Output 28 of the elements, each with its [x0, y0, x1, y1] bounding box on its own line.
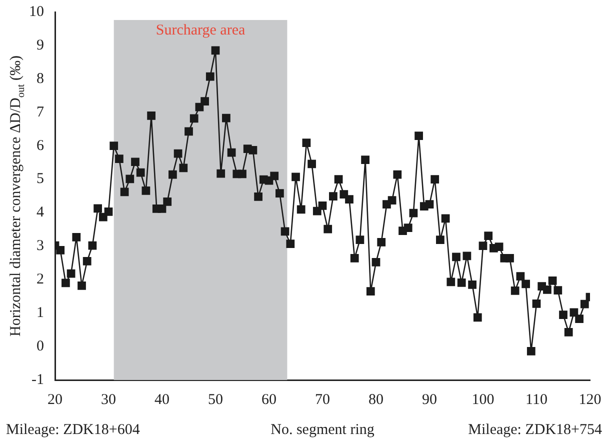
x-tick-label: 110: [526, 392, 548, 408]
band-label: Surcharge area: [156, 22, 246, 38]
x-tick-label: 30: [101, 392, 116, 408]
y-tick-label: -1: [32, 372, 44, 388]
x-tick-label: 50: [208, 392, 223, 408]
x-axis-title: No. segment ring: [270, 422, 375, 438]
y-tick-label: 1: [36, 305, 44, 322]
y-tick-label: 8: [36, 70, 44, 87]
x-tick-label: 90: [422, 392, 437, 408]
x-tick-label: 40: [154, 392, 170, 408]
y-tick-label: 5: [36, 171, 44, 188]
x-tick-label: 100: [472, 392, 494, 408]
text: Mileage: ZDK18+754: [468, 422, 602, 438]
y-tick-label: 7: [36, 104, 44, 120]
y-tick-label: 10: [29, 4, 44, 20]
y-tick-label: 2: [36, 272, 44, 288]
y-tick-label: 9: [36, 37, 44, 54]
x-tick-label: 60: [262, 392, 276, 408]
y-tick-label: 4: [36, 204, 44, 221]
y-tick-label: 0: [36, 338, 44, 354]
x-tick-label: 80: [368, 392, 384, 408]
x-tick-label: 120: [578, 392, 602, 408]
text: Mileage: ZDK18+604: [6, 422, 140, 438]
y-tick-label: 6: [36, 138, 44, 154]
x-tick-label: 70: [315, 392, 330, 408]
y-axis-title: Horizontal diameter convergence ΔD/Dout (‰): [8, 55, 27, 337]
y-tick-label: 3: [36, 238, 44, 254]
x-tick-label: 20: [48, 392, 62, 408]
